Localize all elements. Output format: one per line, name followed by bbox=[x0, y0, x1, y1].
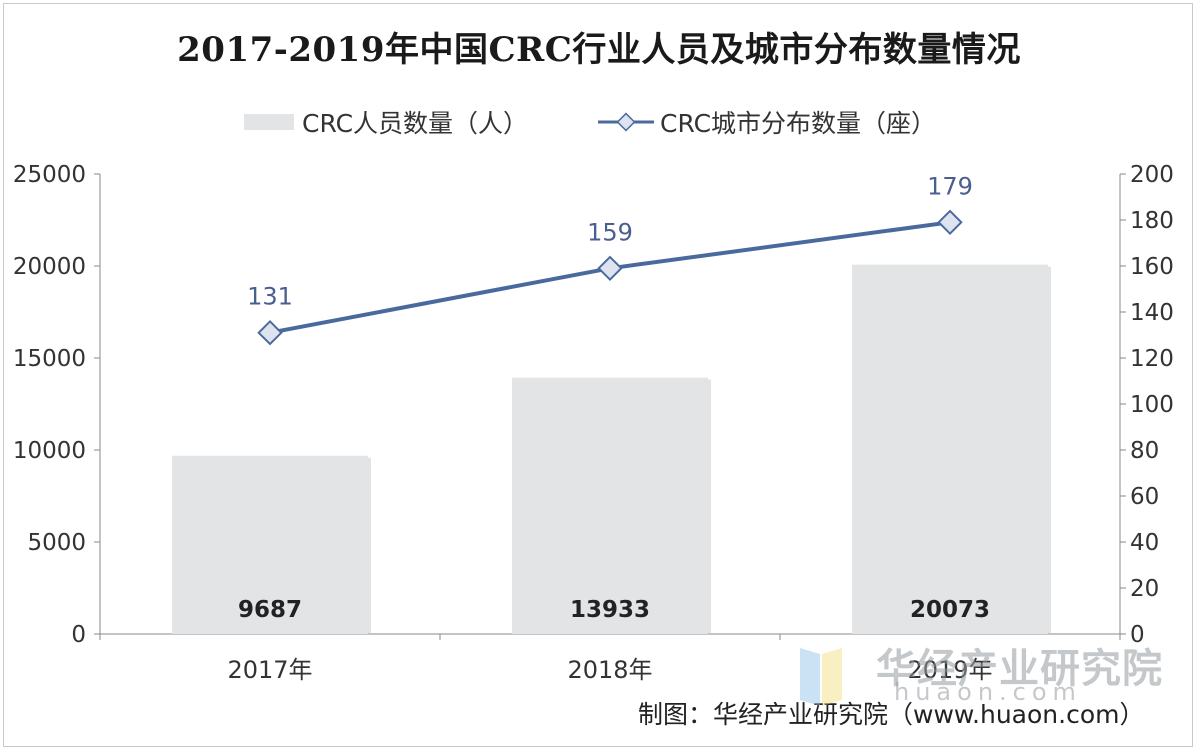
right-tick-label: 120 bbox=[1130, 346, 1174, 372]
left-tick-label: 10000 bbox=[13, 438, 86, 464]
right-tick-label: 140 bbox=[1130, 300, 1174, 326]
watermark-url: huaon.com bbox=[894, 678, 1082, 706]
watermark-name: 华经产业研究院 bbox=[876, 646, 1163, 692]
right-tick-label: 100 bbox=[1130, 392, 1174, 418]
left-tick-label: 25000 bbox=[13, 162, 86, 188]
left-tick-label: 5000 bbox=[27, 530, 86, 556]
bar-data-label: 9687 bbox=[238, 597, 302, 623]
legend-label-bar: CRC人员数量（人） bbox=[302, 109, 529, 138]
right-tick-label: 180 bbox=[1130, 208, 1174, 234]
right-tick-label: 0 bbox=[1130, 622, 1145, 648]
line-data-label: 159 bbox=[587, 218, 633, 246]
line-point-marker bbox=[597, 255, 623, 282]
line-data-label: 179 bbox=[927, 172, 973, 200]
line-point-marker bbox=[937, 209, 963, 236]
x-tick-label: 2017年 bbox=[227, 656, 312, 684]
right-tick-label: 160 bbox=[1130, 254, 1174, 280]
line-point-marker bbox=[257, 319, 283, 346]
line-data-label: 131 bbox=[247, 283, 293, 311]
left-tick-label: 20000 bbox=[13, 254, 86, 280]
legend-item-line: CRC城市分布数量（座） bbox=[598, 104, 936, 140]
x-tick-label: 2019年 bbox=[907, 656, 992, 684]
bar-data-label: 20073 bbox=[910, 597, 990, 623]
legend-item-bar: CRC人员数量（人） bbox=[244, 104, 528, 140]
left-tick-label: 0 bbox=[71, 622, 86, 648]
right-tick-label: 200 bbox=[1130, 162, 1174, 188]
right-tick-label: 80 bbox=[1130, 438, 1159, 464]
bar bbox=[852, 264, 1048, 634]
right-tick-label: 40 bbox=[1130, 530, 1159, 556]
legend-swatch-line bbox=[598, 112, 654, 132]
source-note: 制图：华经产业研究院（www.huaon.com） bbox=[638, 700, 1145, 729]
legend: CRC人员数量（人） CRC城市分布数量（座） bbox=[0, 104, 1198, 138]
legend-label-line: CRC城市分布数量（座） bbox=[660, 109, 937, 138]
legend-swatch-bar bbox=[244, 114, 294, 130]
x-tick-label: 2018年 bbox=[567, 656, 652, 684]
right-tick-label: 60 bbox=[1130, 484, 1159, 510]
bar-data-label: 13933 bbox=[570, 597, 650, 623]
chart-title: 2017-2019年中国CRC行业人员及城市分布数量情况 bbox=[177, 30, 1021, 70]
bar bbox=[512, 377, 708, 634]
watermark-logo-icon bbox=[800, 648, 842, 706]
bar bbox=[172, 455, 368, 634]
right-tick-label: 20 bbox=[1130, 576, 1159, 602]
left-tick-label: 15000 bbox=[13, 346, 86, 372]
